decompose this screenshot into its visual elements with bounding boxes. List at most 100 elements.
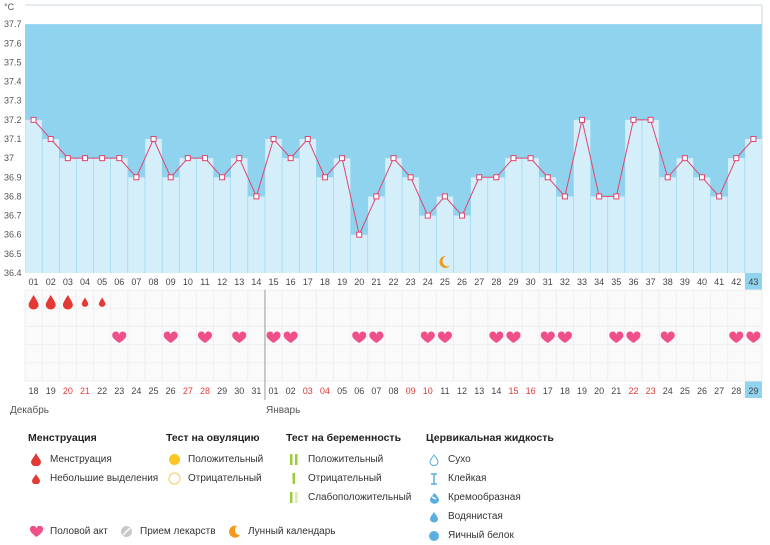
temperature-point bbox=[561, 193, 568, 200]
temperature-bar bbox=[162, 177, 179, 273]
temperature-bar bbox=[625, 119, 642, 273]
temperature-bar bbox=[659, 177, 677, 273]
date-label: 27 bbox=[183, 386, 193, 396]
date-label: 22 bbox=[97, 386, 107, 396]
heart-icon bbox=[197, 331, 213, 343]
cycle-day-label: 10 bbox=[183, 277, 193, 287]
temperature-bar bbox=[145, 139, 162, 273]
temperature-bar bbox=[213, 177, 231, 273]
one-line-icon bbox=[286, 472, 302, 486]
temperature-bar bbox=[230, 158, 248, 273]
cycle-day-label: 31 bbox=[543, 277, 553, 287]
date-label: 08 bbox=[388, 386, 398, 396]
blood-drop-icon bbox=[98, 297, 106, 307]
temperature-point bbox=[304, 136, 311, 142]
date-label: 28 bbox=[731, 386, 741, 396]
chart-top-band bbox=[25, 5, 762, 25]
temperature-point bbox=[596, 193, 603, 200]
legend-item: Кремообразная bbox=[448, 492, 521, 503]
cycle-day-label: 18 bbox=[320, 277, 330, 287]
temperature-bar bbox=[539, 177, 557, 273]
y-tick-label: 37.4 bbox=[4, 77, 22, 87]
cycle-day-label: 16 bbox=[286, 277, 296, 287]
date-label: 24 bbox=[131, 386, 141, 396]
temperature-point bbox=[64, 155, 71, 162]
heart-icon bbox=[729, 331, 744, 343]
cycle-day-label: 02 bbox=[46, 277, 56, 287]
date-label: 25 bbox=[149, 386, 159, 396]
cycle-day-label: 36 bbox=[628, 277, 638, 287]
temperature-bar bbox=[642, 119, 659, 273]
temperature-point bbox=[544, 174, 551, 181]
heart-icon bbox=[660, 331, 675, 343]
y-tick-label: 37.1 bbox=[4, 134, 22, 144]
cycle-day-label: 08 bbox=[149, 277, 159, 287]
current-date-highlight bbox=[744, 381, 762, 398]
cycle-day-label: 04 bbox=[80, 277, 90, 287]
temperature-point bbox=[373, 193, 380, 200]
heart-icon bbox=[489, 331, 504, 343]
temperature-point bbox=[407, 174, 414, 181]
date-label: 01 bbox=[269, 386, 279, 396]
temperature-point bbox=[699, 174, 706, 181]
dry-drop-icon bbox=[426, 453, 442, 467]
y-axis-unit: °C bbox=[4, 2, 15, 12]
temperature-bar bbox=[693, 177, 711, 273]
temperature-point bbox=[30, 116, 37, 123]
temperature-bar bbox=[556, 196, 574, 273]
heart-icon bbox=[283, 331, 298, 343]
temperature-bar bbox=[676, 158, 694, 273]
blood-drop-icon bbox=[28, 453, 44, 467]
heart-icon bbox=[609, 331, 624, 343]
temperature-point bbox=[630, 116, 637, 123]
moon-icon bbox=[226, 525, 242, 539]
legend-menstruation: Менструация Менструация Небольшие выделе… bbox=[28, 432, 158, 488]
temperature-bar bbox=[350, 234, 368, 273]
temperature-bar bbox=[402, 177, 419, 273]
y-tick-label: 37.6 bbox=[4, 38, 22, 48]
y-tick-label: 36.5 bbox=[4, 249, 22, 259]
y-tick-label: 36.6 bbox=[4, 230, 22, 240]
temperature-point bbox=[441, 193, 448, 200]
pill-icon bbox=[118, 525, 134, 539]
date-label: 27 bbox=[714, 386, 724, 396]
temperature-point bbox=[613, 193, 620, 200]
current-day-highlight bbox=[744, 273, 762, 290]
y-tick-label: 37.3 bbox=[4, 96, 22, 106]
date-label: 22 bbox=[628, 386, 638, 396]
temperature-point bbox=[219, 174, 226, 181]
legend-item: Положительный bbox=[308, 454, 384, 465]
temperature-bar bbox=[470, 177, 488, 273]
date-label: 31 bbox=[251, 386, 261, 396]
date-label: 06 bbox=[354, 386, 364, 396]
cycle-day-label: 30 bbox=[526, 277, 536, 287]
cycle-day-label: 21 bbox=[371, 277, 381, 287]
temperature-bar bbox=[25, 119, 42, 273]
two-lines-icon bbox=[286, 453, 302, 467]
temperature-bar bbox=[505, 158, 522, 273]
faint-lines-icon bbox=[286, 491, 302, 505]
date-label: 28 bbox=[200, 386, 210, 396]
cycle-day-label: 11 bbox=[200, 277, 209, 287]
y-tick-label: 36.9 bbox=[4, 172, 22, 182]
month-label-december: Декабрь bbox=[10, 405, 49, 416]
cycle-day-label: 38 bbox=[663, 277, 673, 287]
cycle-day-label: 29 bbox=[508, 277, 518, 287]
heart-icon bbox=[746, 331, 761, 343]
temperature-bar bbox=[248, 196, 265, 273]
date-label: 02 bbox=[286, 386, 296, 396]
legend-item: Отрицательный bbox=[188, 473, 262, 484]
temperature-bar bbox=[299, 139, 317, 273]
legend-item: Прием лекарств bbox=[140, 526, 216, 537]
date-label: 25 bbox=[680, 386, 690, 396]
blood-drop-icon bbox=[28, 295, 39, 310]
legend-item: Лунный календарь bbox=[248, 526, 336, 537]
date-label: 26 bbox=[166, 386, 176, 396]
temperature-point bbox=[527, 155, 534, 162]
temperature-bar bbox=[385, 158, 402, 273]
date-label: 03 bbox=[303, 386, 313, 396]
date-label: 24 bbox=[663, 386, 673, 396]
temperature-point bbox=[681, 155, 688, 162]
date-label: 14 bbox=[491, 386, 501, 396]
temperature-point bbox=[424, 212, 431, 219]
